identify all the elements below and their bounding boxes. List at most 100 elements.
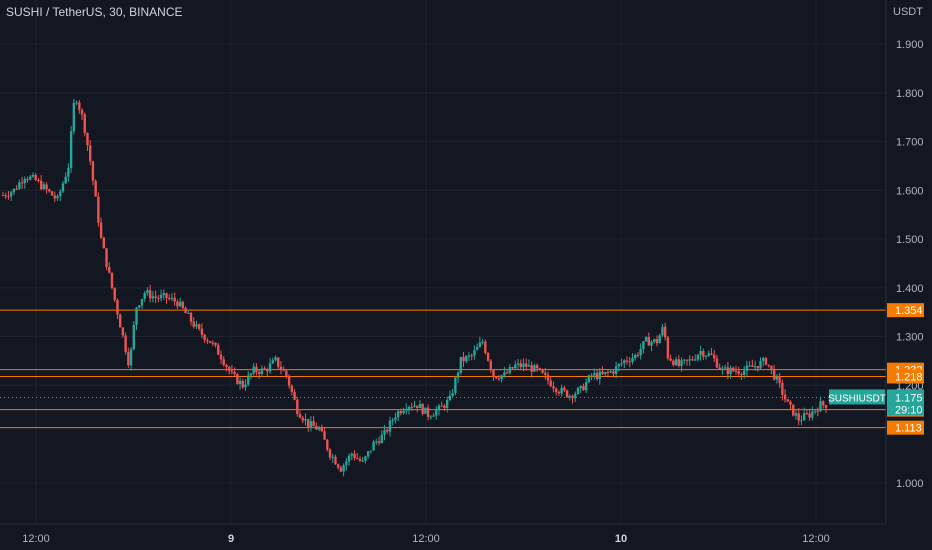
candle bbox=[819, 396, 822, 412]
candle-body bbox=[399, 411, 403, 414]
candle bbox=[623, 359, 626, 369]
candle-body bbox=[402, 410, 405, 414]
candle-body bbox=[674, 359, 678, 366]
candle-body bbox=[729, 367, 732, 375]
candle-body bbox=[31, 175, 35, 177]
candle-body bbox=[290, 385, 294, 392]
candle bbox=[375, 438, 378, 445]
candle-body bbox=[574, 393, 577, 399]
candle bbox=[59, 188, 62, 201]
candle-body bbox=[571, 395, 574, 399]
candle-body bbox=[503, 372, 506, 376]
candle bbox=[437, 403, 441, 416]
candle bbox=[388, 416, 392, 437]
candle-body bbox=[148, 290, 152, 299]
candle bbox=[544, 368, 547, 380]
candle bbox=[535, 363, 539, 373]
candle bbox=[78, 100, 81, 114]
price-tick-label: 1.400 bbox=[896, 283, 924, 295]
candle-body bbox=[800, 420, 803, 422]
candle-body bbox=[15, 188, 18, 190]
candle-body bbox=[247, 375, 250, 385]
candle bbox=[693, 354, 697, 362]
candle bbox=[192, 317, 195, 329]
candle bbox=[116, 298, 119, 320]
candle bbox=[69, 125, 73, 173]
candle bbox=[470, 353, 473, 361]
candle bbox=[669, 354, 672, 362]
candle-body bbox=[786, 399, 789, 402]
candle bbox=[173, 292, 176, 306]
candle-body bbox=[478, 342, 482, 348]
candle-body bbox=[170, 297, 174, 299]
candles bbox=[1, 99, 828, 477]
candle-body bbox=[140, 298, 144, 306]
candle bbox=[309, 416, 313, 432]
candle-body bbox=[459, 356, 462, 373]
candle bbox=[244, 379, 247, 391]
candle bbox=[110, 272, 114, 290]
candle-body bbox=[83, 114, 86, 133]
candle bbox=[342, 463, 345, 477]
candle-body bbox=[266, 369, 269, 372]
candle bbox=[549, 376, 552, 388]
price-tick-label: 1.500 bbox=[896, 234, 924, 246]
candle bbox=[710, 347, 713, 356]
candle-body bbox=[484, 341, 487, 353]
candle-body bbox=[56, 196, 59, 199]
candle-body bbox=[653, 339, 656, 342]
candle bbox=[238, 377, 242, 390]
horizontal-levels[interactable] bbox=[0, 309, 886, 429]
candle-body bbox=[625, 360, 629, 362]
candle-body bbox=[345, 461, 348, 466]
candle bbox=[366, 450, 370, 459]
candle-body bbox=[568, 395, 571, 398]
candle bbox=[9, 190, 13, 201]
candle bbox=[293, 389, 296, 401]
candle-body bbox=[293, 391, 296, 400]
candle-body bbox=[342, 465, 345, 472]
candle bbox=[634, 353, 637, 361]
candle bbox=[413, 400, 416, 408]
candle bbox=[456, 370, 460, 384]
candle bbox=[219, 350, 223, 365]
candle-body bbox=[358, 458, 362, 461]
candle-body bbox=[655, 339, 659, 344]
candle bbox=[72, 99, 76, 135]
candle bbox=[704, 354, 708, 360]
candle bbox=[91, 160, 95, 186]
candle-body bbox=[45, 184, 48, 190]
candle-body bbox=[702, 351, 705, 357]
candle bbox=[685, 359, 689, 366]
candle-body bbox=[219, 354, 223, 360]
candle bbox=[227, 365, 231, 375]
candle-body bbox=[557, 392, 561, 394]
candle-body bbox=[538, 368, 542, 370]
candle-body bbox=[715, 358, 719, 368]
candle bbox=[83, 112, 86, 137]
candle bbox=[323, 427, 326, 440]
candle-body bbox=[737, 371, 740, 374]
candle bbox=[503, 366, 506, 378]
candle-body bbox=[584, 382, 588, 391]
candle-body bbox=[813, 410, 817, 412]
candle bbox=[86, 132, 89, 152]
candle-body bbox=[263, 368, 266, 370]
candle bbox=[290, 384, 294, 396]
candle bbox=[113, 287, 116, 303]
candle bbox=[94, 179, 97, 197]
candle-body bbox=[34, 175, 37, 181]
candle-body bbox=[432, 415, 435, 417]
candle-body bbox=[323, 431, 326, 440]
price-axis[interactable]: 1.9001.8001.7001.6001.5001.4001.3001.200… bbox=[896, 39, 924, 490]
candle bbox=[230, 365, 234, 375]
candle bbox=[336, 463, 340, 470]
candle bbox=[53, 191, 56, 203]
candle bbox=[475, 343, 479, 351]
candle bbox=[328, 448, 332, 461]
candle bbox=[257, 369, 261, 379]
candle bbox=[345, 458, 348, 471]
